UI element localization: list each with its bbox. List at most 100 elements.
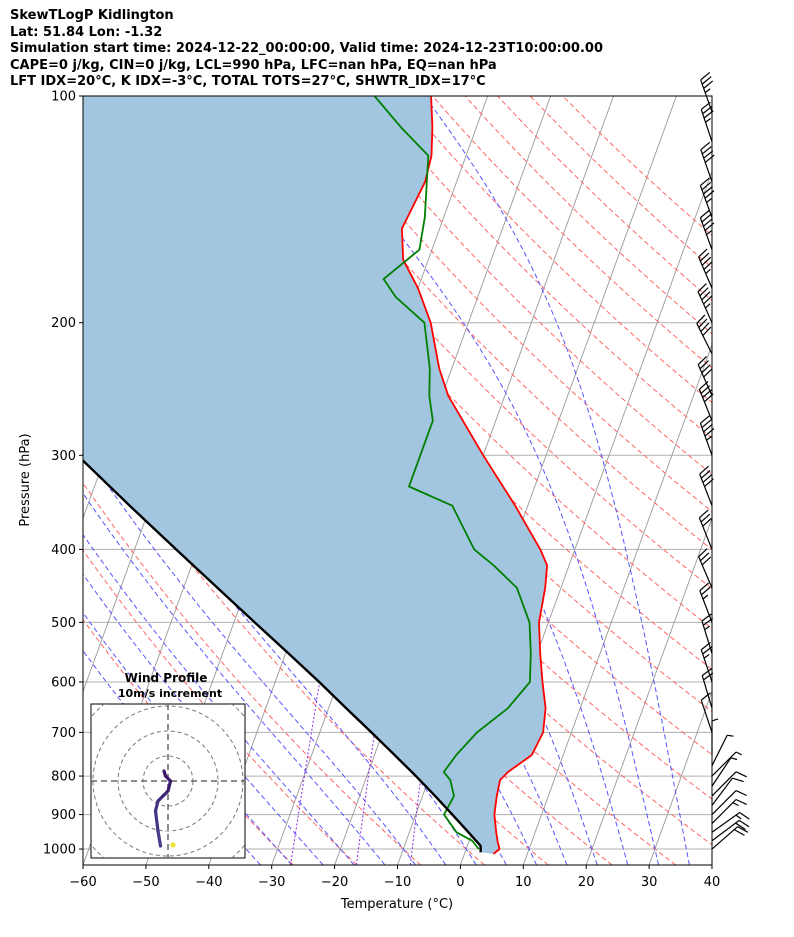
barb-flag — [738, 819, 750, 828]
dry-adiabat — [529, 96, 712, 269]
barb-flag — [701, 364, 711, 374]
time-line: Simulation start time: 2024-12-22_00:00:… — [10, 41, 603, 56]
wind-barb — [711, 798, 747, 824]
barb-flag — [700, 71, 711, 81]
y-tick-label: 500 — [51, 616, 76, 631]
barb-flag — [702, 517, 712, 527]
wind-barb — [700, 692, 713, 733]
hodograph-plot — [91, 704, 245, 858]
dry-adiabat — [83, 482, 422, 865]
moist-adiabat — [83, 448, 416, 865]
wind-barb — [711, 734, 734, 766]
barb-flag — [739, 812, 750, 820]
y-tick-label: 900 — [51, 808, 76, 823]
barb-flag — [696, 314, 706, 324]
hodograph-segment — [156, 829, 163, 848]
moist-adiabat — [83, 573, 324, 865]
barb-flag — [699, 360, 709, 370]
barb-flag — [704, 154, 715, 163]
barb-staff — [696, 323, 713, 355]
hodograph-inset: Wind Profile 10m/s increment — [90, 671, 246, 859]
barb-staff — [700, 149, 713, 183]
barb-half-flag — [711, 718, 719, 722]
barb-staff — [698, 256, 713, 289]
barb-flag — [703, 186, 713, 195]
wind-barb — [700, 71, 714, 113]
barb-flag — [698, 509, 709, 519]
barb-flag — [697, 283, 707, 293]
barb-staff — [698, 517, 713, 550]
barb-half-flag — [706, 230, 712, 236]
hodograph-segment — [153, 799, 160, 813]
barb-half-flag — [703, 653, 710, 659]
barb-flag — [735, 771, 747, 778]
y-tick-label: 600 — [51, 675, 76, 690]
wind-barb — [711, 790, 747, 816]
barb-half-flag — [730, 757, 738, 761]
barb-flag — [700, 513, 711, 523]
x-tick-label: −30 — [258, 875, 285, 890]
barb-staff — [700, 109, 713, 142]
y-tick-label: 800 — [51, 770, 76, 785]
wind-barb — [711, 826, 749, 850]
barb-flag — [737, 826, 749, 833]
y-tick-label: 200 — [51, 316, 76, 331]
y-tick-label: 300 — [51, 449, 76, 464]
barb-flag — [735, 790, 747, 797]
barb-flag — [699, 465, 709, 475]
barb-flag — [701, 556, 712, 566]
y-tick-label: 1000 — [43, 843, 76, 858]
barb-staff — [711, 735, 728, 766]
mixing-ratio-line — [290, 681, 321, 865]
hodograph-surface-point — [170, 842, 176, 848]
moist-adiabat — [83, 400, 447, 865]
chart-title: SkewTLogP Kidlington — [10, 8, 174, 23]
barb-half-flag — [704, 625, 711, 631]
barb-staff — [711, 799, 737, 824]
barb-half-flag — [702, 594, 709, 600]
barb-half-flag — [705, 117, 711, 123]
barb-half-flag — [705, 268, 711, 274]
barb-staff — [701, 620, 713, 654]
barb-flag — [702, 474, 713, 483]
barb-staff — [699, 185, 713, 218]
moist-adiabat — [424, 96, 690, 865]
barb-staff — [711, 826, 738, 850]
axes: −60 −50 −40 −30 −20 −10 0 10 20 30 40 100 200 300 400 5… — [43, 90, 720, 891]
x-tick-label: −40 — [195, 875, 222, 890]
dry-adiabat — [497, 96, 712, 301]
dry-adiabat — [203, 96, 712, 630]
wind-barb — [698, 548, 713, 589]
wind-barb — [711, 771, 747, 797]
moist-adiabat — [294, 96, 659, 865]
temperature-line — [401, 96, 548, 855]
barb-half-flag — [704, 88, 711, 94]
barb-flag — [701, 291, 711, 301]
barb-flag — [703, 423, 713, 433]
barb-staff — [711, 812, 741, 833]
barb-flag — [700, 470, 711, 479]
wind-barb — [711, 751, 742, 777]
x-axis-label: Temperature (°C) — [340, 897, 453, 912]
moist-adiabat — [83, 611, 293, 865]
wind-barb — [696, 314, 713, 355]
barb-flag — [701, 76, 712, 85]
wind-barb — [699, 465, 714, 506]
barb-flag — [703, 672, 714, 681]
hodograph-title: Wind Profile — [125, 671, 208, 685]
chart-header: SkewTLogP Kidlington Lat: 51.84 Lon: -1.… — [10, 8, 603, 91]
wind-barb — [699, 582, 713, 623]
isotherm-line — [522, 343, 712, 865]
barb-staff — [699, 473, 713, 506]
barb-flag — [735, 822, 746, 830]
barb-staff — [711, 751, 737, 777]
barb-half-flag — [705, 303, 711, 309]
barb-staff — [698, 389, 713, 422]
isotherm-line — [648, 690, 712, 865]
barb-flag — [703, 260, 713, 270]
y-axis-label: Pressure (hPa) — [18, 433, 33, 526]
barb-staff — [711, 790, 737, 816]
wind-barb — [698, 248, 713, 289]
barb-flag — [735, 798, 747, 805]
barb-flag — [703, 295, 713, 305]
